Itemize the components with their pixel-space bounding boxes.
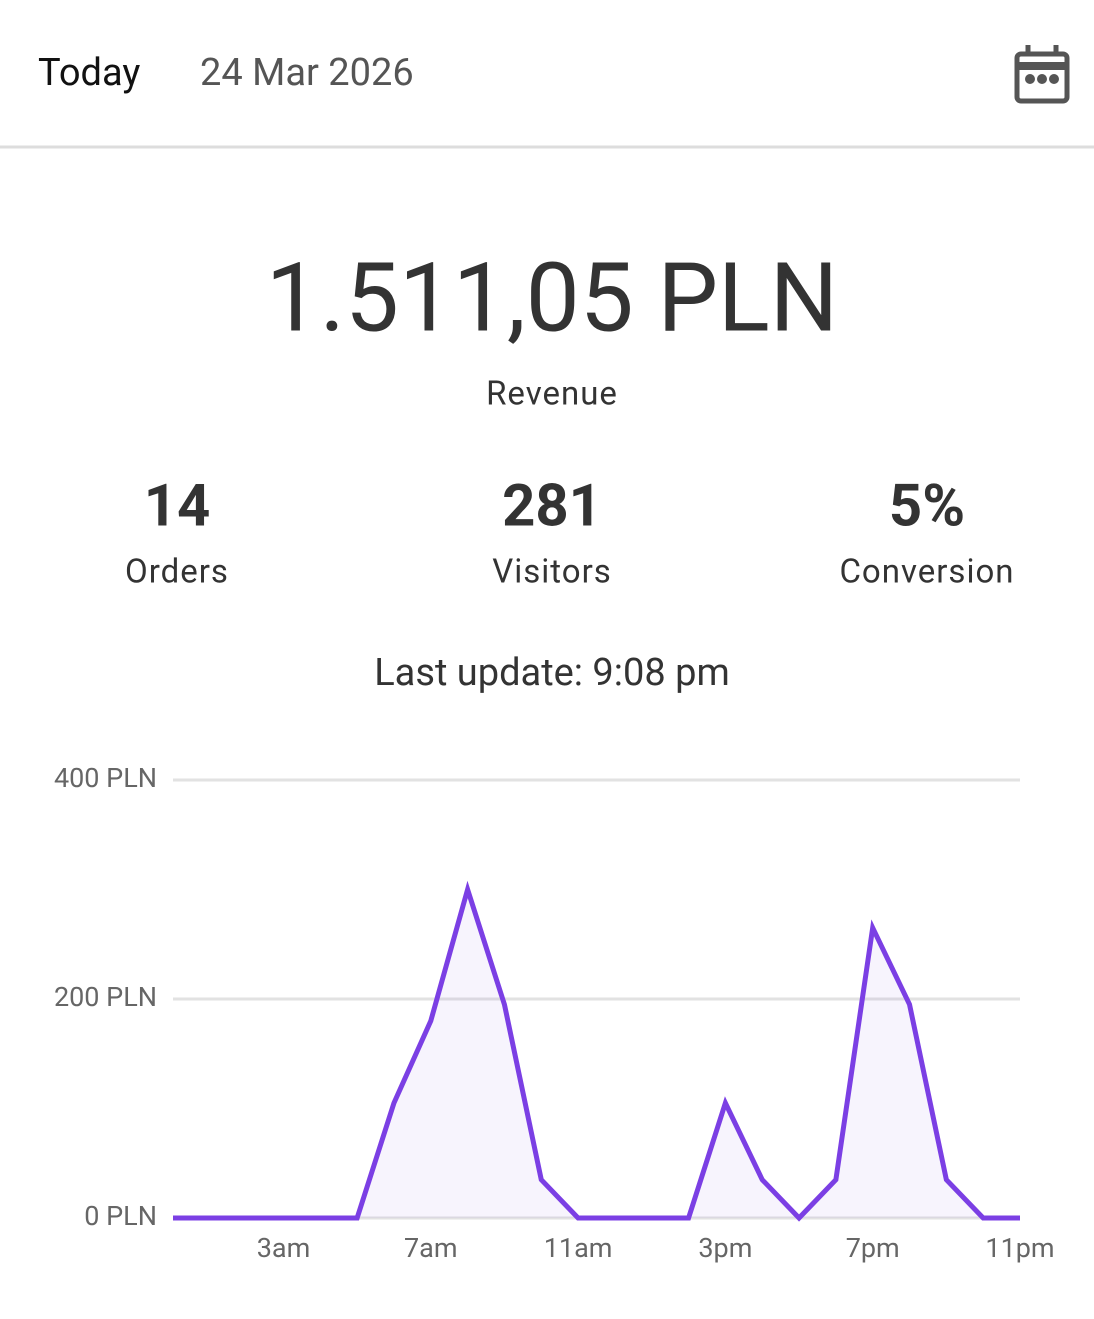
stat-label: Conversion — [839, 553, 1014, 592]
x-tick-label: 11am — [544, 1232, 613, 1264]
stat-label: Orders — [125, 553, 229, 592]
y-tick-label: 0 PLN — [84, 1200, 157, 1232]
last-update: Last update: 9:08 pm — [374, 651, 730, 695]
revenue-label: Revenue — [486, 375, 618, 414]
x-tick-label: 3pm — [698, 1232, 752, 1264]
x-tick-label: 7am — [404, 1232, 458, 1264]
y-tick-label: 200 PLN — [54, 981, 157, 1013]
stat-label: Visitors — [492, 553, 612, 592]
header-title: Today — [38, 51, 140, 95]
stat-value: 14 — [144, 472, 211, 540]
stat-value: 281 — [502, 472, 602, 540]
x-tick-label: 11pm — [985, 1232, 1054, 1264]
header-date[interactable]: 24 Mar 2026 — [200, 51, 414, 95]
area-line — [173, 880, 1020, 1222]
stats: 14 Orders 281 Visitors 5% Conversion — [125, 472, 1014, 592]
x-tick-label: 3am — [257, 1232, 311, 1264]
calendar-icon[interactable] — [1014, 45, 1070, 104]
chart: 0 PLN 200 PLN 400 PLN 3am 7am 11am 3pm 7pm 11pm — [54, 762, 1055, 1264]
stat-value: 5% — [889, 472, 965, 540]
y-tick-label: 400 PLN — [54, 762, 157, 794]
revenue-value: 1.511,05 PLN — [266, 242, 838, 354]
x-tick-label: 7pm — [846, 1232, 900, 1264]
